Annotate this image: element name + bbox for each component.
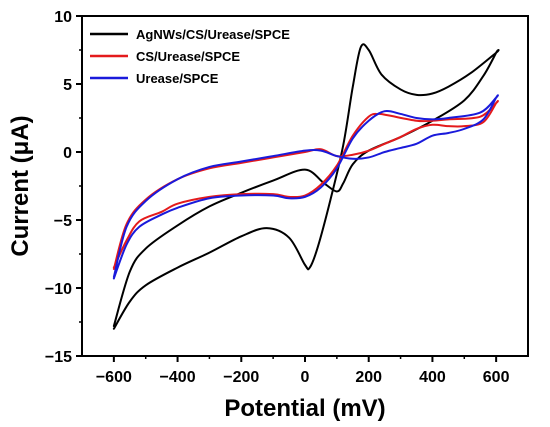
x-tick-label: 200 [355,369,382,386]
y-tick-label: 5 [63,77,72,94]
tick-layer: −600 −400 −200 0 200 400 600 −15 −10 −5 0 5 10 [45,9,510,386]
legend-label-2: CS/Urease/SPCE [136,49,240,64]
x-tick-label: −600 [96,369,132,386]
x-tick-label: −200 [223,369,259,386]
x-axis-title: Potential (mV) [224,395,385,422]
x-tick-label: 600 [483,369,510,386]
y-tick-label: 0 [63,145,72,162]
y-tick-label: −15 [45,349,72,366]
y-tick-label: 10 [54,9,72,26]
series-layer [112,43,500,330]
y-tick-label: −10 [45,281,72,298]
series-line-2 [112,100,499,270]
legend-label-3: Urease/SPCE [136,71,219,86]
series-line-1 [112,43,500,330]
y-axis-title: Current (μA) [7,115,34,256]
series-line-3 [112,94,499,280]
x-tick-label: 400 [419,369,446,386]
legend: AgNWs/CS/Urease/SPCE CS/Urease/SPCE Urease… [90,27,290,86]
y-tick-label: −5 [54,213,72,230]
legend-label-1: AgNWs/CS/Urease/SPCE [136,27,290,42]
plot-frame [81,15,529,357]
x-tick-label: 0 [301,369,310,386]
x-tick-label: −400 [160,369,196,386]
